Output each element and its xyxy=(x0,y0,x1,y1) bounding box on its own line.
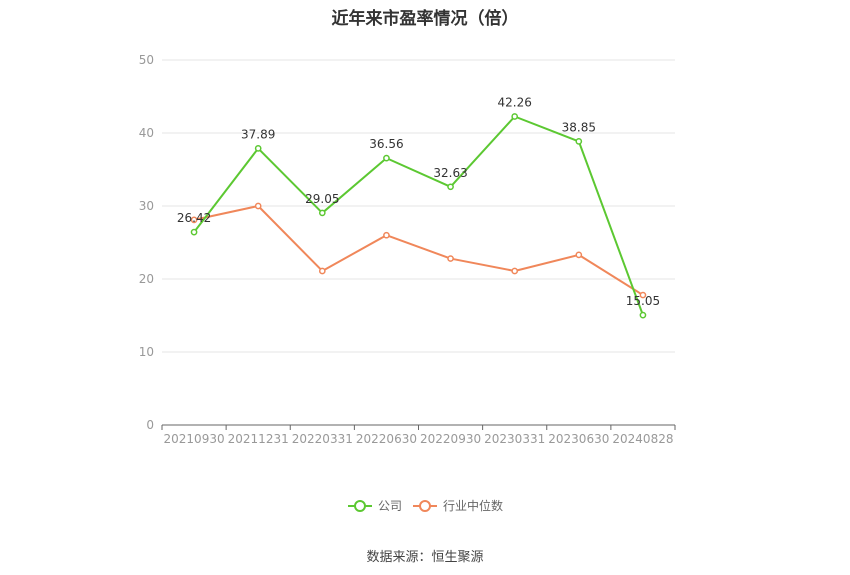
company-data-point xyxy=(639,311,647,319)
company-data-label: 29.05 xyxy=(305,192,339,206)
company-data-label: 36.56 xyxy=(369,137,403,151)
y-tick-label: 30 xyxy=(139,199,154,213)
data-labels: 26.42 37.89 29.05 36.56 32.63 42.26 38.85 15.05 xyxy=(177,96,660,309)
company-data-point xyxy=(254,145,262,152)
legend-item-company[interactable]: 公司 xyxy=(348,499,402,513)
x-tick-label: 20210930 xyxy=(164,432,225,446)
company-data-point xyxy=(575,138,583,145)
company-data-point xyxy=(190,228,198,236)
x-tick-label: 20230630 xyxy=(548,432,609,446)
industry-median-data-point xyxy=(383,231,390,239)
x-tick-label: 20220930 xyxy=(420,432,481,446)
y-tick-label: 20 xyxy=(139,272,154,286)
industry-median-data-point xyxy=(575,251,583,259)
y-tick-label: 40 xyxy=(139,126,154,140)
company-data-label: 26.42 xyxy=(177,211,211,225)
legend[interactable]: 公司 行业中位数 xyxy=(348,498,503,513)
y-tick-label: 0 xyxy=(146,418,154,432)
series-group xyxy=(190,113,647,319)
company-data-point xyxy=(383,154,390,162)
company-data-label: 15.05 xyxy=(626,294,660,308)
industry-median-data-point xyxy=(318,267,326,275)
company-data-point xyxy=(511,113,519,120)
industry-median-data-point xyxy=(511,267,519,275)
legend-circle-marker xyxy=(419,500,431,512)
x-tick-label: 20240828 xyxy=(612,432,673,446)
company-data-label: 37.89 xyxy=(241,127,275,141)
industry-median-data-point xyxy=(639,291,647,299)
company-series-line xyxy=(193,115,644,316)
y-tick-label: 50 xyxy=(139,53,154,67)
industry-median-data-point xyxy=(190,216,198,224)
x-tick-label: 20211231 xyxy=(228,432,289,446)
industry-median-data-point xyxy=(254,202,262,210)
x-tick-label: 20230331 xyxy=(484,432,545,446)
legend-circle-marker xyxy=(354,500,366,512)
x-axis: 20210930 20211231 20220331 20220630 20220930… xyxy=(161,424,676,446)
industry-median-data-point xyxy=(447,255,454,262)
chart-title: 近年来市盈率情况（倍） xyxy=(331,9,519,29)
company-data-label: 32.63 xyxy=(433,166,467,180)
company-data-point xyxy=(318,209,326,217)
company-data-point xyxy=(447,183,454,191)
industry-median-series-line xyxy=(193,205,644,296)
y-tick-label: 10 xyxy=(139,345,154,359)
company-data-label: 42.26 xyxy=(498,96,532,110)
grid-lines xyxy=(162,59,675,353)
y-axis: 0 10 20 30 40 50 xyxy=(139,53,154,432)
data-source-note: 数据来源：恒生聚源 xyxy=(366,550,484,565)
legend-label: 行业中位数 xyxy=(443,498,503,513)
legend-label: 公司 xyxy=(378,499,402,513)
x-tick-label: 20220630 xyxy=(356,432,417,446)
legend-item-industry-median[interactable]: 行业中位数 xyxy=(413,498,503,513)
company-data-label: 38.85 xyxy=(562,120,596,134)
x-tick-label: 20220331 xyxy=(292,432,353,446)
